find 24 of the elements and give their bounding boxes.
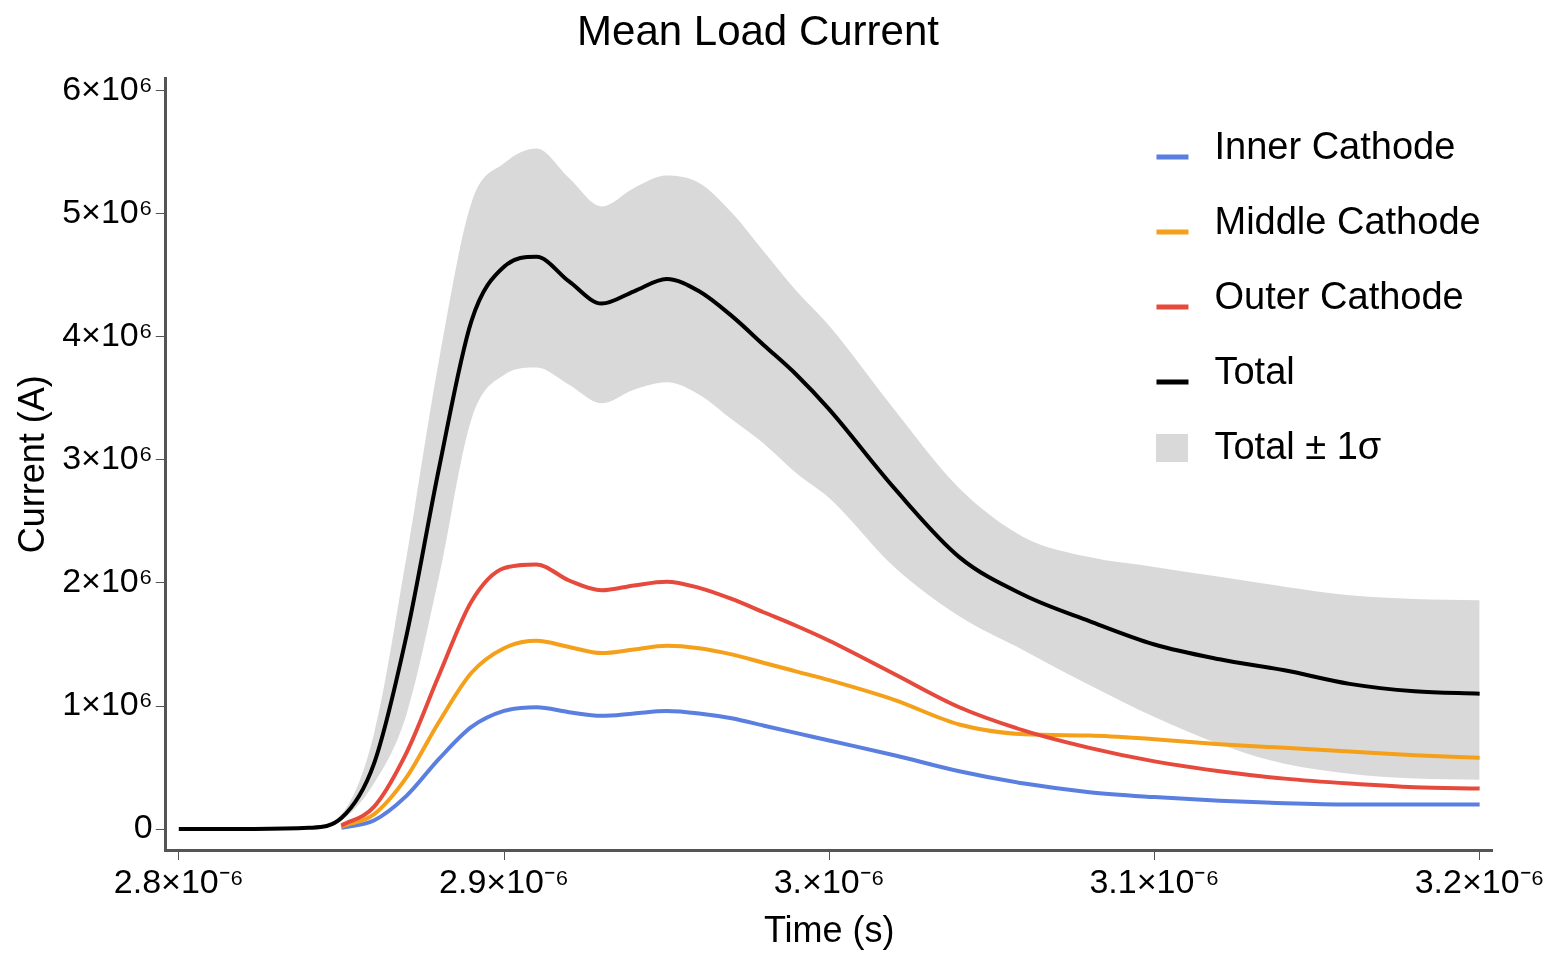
x-tick-label: 2.8×10⁻⁶	[113, 861, 244, 900]
annotation: Total ± 1σ	[1214, 424, 1382, 467]
y-tick-label: 0	[133, 807, 153, 846]
line-series	[176, 254, 1482, 832]
x-axis-title: Time (s)	[763, 909, 895, 951]
y-tick-label: 2×10⁶	[62, 561, 153, 600]
line-series	[339, 638, 1482, 829]
x-tick-label: 2.9×10⁻⁶	[439, 861, 569, 900]
line-series	[339, 705, 1482, 830]
y-tick-label: 3×10⁶	[62, 438, 153, 477]
x-tick-label: 3.2×10⁻⁶	[1414, 861, 1545, 900]
y-tick-label: 6×10⁶	[62, 69, 153, 108]
x-tick-label: 3.1×10⁻⁶	[1089, 861, 1220, 900]
legend-label: Outer Cathode	[1214, 274, 1464, 317]
y-tick-label: 4×10⁶	[62, 315, 153, 354]
y-tick-label: 5×10⁶	[62, 192, 153, 231]
x-tick-label: 3.×10⁻⁶	[773, 861, 885, 900]
chart-title: Mean Load Current	[577, 6, 940, 54]
line-series	[339, 562, 1482, 828]
y-axis-title: Current (A)	[10, 375, 52, 554]
legend-label: Total	[1214, 349, 1295, 392]
y-tick-label: 1×10⁶	[62, 684, 153, 723]
legend-label: Middle Cathode	[1214, 199, 1481, 242]
legend-label: Inner Cathode	[1214, 124, 1456, 167]
